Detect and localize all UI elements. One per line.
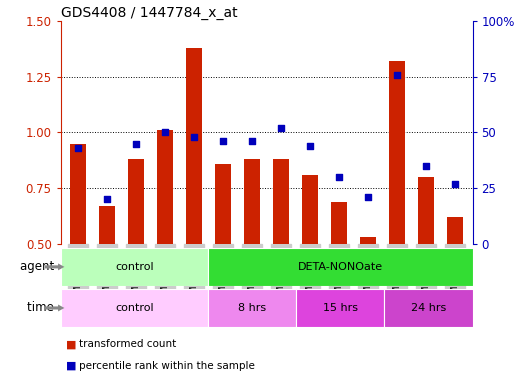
Bar [70, 144, 86, 244]
Text: 15 hrs: 15 hrs [323, 303, 357, 313]
Bar [157, 130, 173, 244]
Point [74, 145, 82, 151]
Point [161, 129, 169, 136]
Text: 8 hrs: 8 hrs [238, 303, 266, 313]
Bar [360, 237, 376, 244]
Bar [273, 159, 289, 244]
Point [248, 138, 257, 144]
Bar [447, 217, 463, 244]
Text: ■: ■ [66, 339, 77, 349]
Point [306, 143, 314, 149]
Text: DETA-NONOate: DETA-NONOate [298, 262, 383, 272]
Text: ■: ■ [66, 361, 77, 371]
Text: 24 hrs: 24 hrs [411, 303, 446, 313]
Point [364, 194, 372, 200]
Point [277, 125, 285, 131]
Bar [208, 289, 296, 327]
Text: time: time [27, 301, 58, 314]
Point [335, 174, 343, 180]
Text: percentile rank within the sample: percentile rank within the sample [79, 361, 255, 371]
Point [451, 180, 459, 187]
Bar [384, 289, 473, 327]
Text: transformed count: transformed count [79, 339, 176, 349]
Bar [208, 248, 473, 286]
Point [103, 196, 111, 202]
Text: control: control [115, 262, 154, 272]
Bar [302, 175, 318, 244]
Bar [296, 289, 384, 327]
Text: control: control [115, 303, 154, 313]
Bar [61, 248, 208, 286]
Bar [244, 159, 260, 244]
Bar [215, 164, 231, 244]
Bar [331, 202, 347, 244]
Point [219, 138, 228, 144]
Text: agent: agent [20, 260, 58, 273]
Text: GDS4408 / 1447784_x_at: GDS4408 / 1447784_x_at [61, 6, 238, 20]
Bar [61, 289, 208, 327]
Bar [128, 159, 144, 244]
Point [422, 163, 430, 169]
Point [393, 71, 401, 78]
Point [190, 134, 199, 140]
Point [132, 141, 140, 147]
Bar [389, 61, 405, 244]
Bar [418, 177, 434, 244]
Bar [99, 206, 115, 244]
Bar [186, 48, 202, 244]
